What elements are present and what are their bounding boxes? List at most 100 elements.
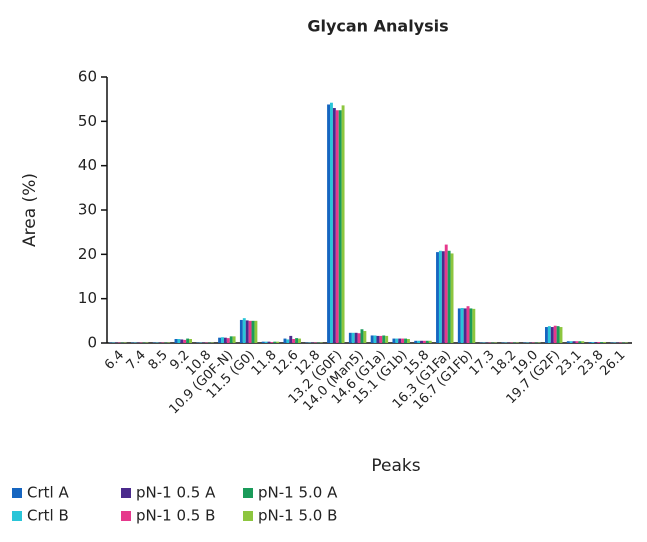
- bar: [385, 336, 388, 343]
- bar: [594, 342, 597, 343]
- x-tick-label: 6.4: [102, 348, 127, 373]
- bar: [379, 336, 382, 343]
- bar: [292, 339, 295, 343]
- bar: [472, 309, 475, 343]
- bar: [423, 341, 426, 343]
- bar: [407, 339, 410, 343]
- bar: [177, 339, 180, 343]
- bar: [439, 251, 442, 343]
- bar: [233, 336, 236, 343]
- bar: [221, 337, 224, 343]
- bar: [254, 321, 257, 343]
- bar: [286, 339, 289, 343]
- bar: [363, 331, 366, 343]
- bar: [467, 306, 470, 343]
- legend-swatch: [12, 511, 22, 521]
- bar: [451, 253, 454, 343]
- legend-label: Crtl A: [27, 484, 69, 502]
- bar: [392, 339, 395, 343]
- bar: [333, 108, 336, 343]
- bar: [592, 342, 595, 343]
- bar: [548, 326, 551, 343]
- bar: [268, 342, 271, 343]
- bar: [461, 308, 464, 343]
- bar: [578, 341, 581, 343]
- bar: [227, 338, 230, 343]
- bar: [355, 333, 358, 343]
- bar: [436, 252, 439, 343]
- bar: [265, 342, 268, 343]
- x-tick-label: 8.5: [146, 348, 171, 373]
- bar: [404, 339, 407, 343]
- bar: [554, 326, 557, 343]
- bar: [442, 251, 445, 343]
- legend-label: pN-1 5.0 B: [258, 507, 337, 525]
- bar: [458, 308, 461, 343]
- bar: [401, 339, 404, 343]
- bar: [180, 339, 183, 343]
- bar: [600, 342, 603, 343]
- bar: [175, 339, 178, 343]
- legend-swatch: [121, 488, 131, 498]
- y-tick-label: 50: [78, 112, 97, 130]
- bar: [557, 326, 560, 343]
- bar: [349, 333, 352, 343]
- chart-title: Glycan Analysis: [307, 17, 448, 36]
- bar: [589, 342, 592, 343]
- legend-swatch: [121, 511, 131, 521]
- x-tick-label: 7.4: [124, 348, 149, 373]
- y-axis-title: Area (%): [20, 173, 40, 247]
- bar: [573, 341, 576, 343]
- bar: [464, 308, 467, 343]
- bar: [339, 110, 342, 343]
- bar: [336, 110, 339, 343]
- bar: [576, 341, 579, 343]
- y-tick-label: 20: [78, 245, 97, 263]
- bar: [252, 321, 255, 343]
- bar: [448, 251, 451, 343]
- legend-label: pN-1 0.5 A: [136, 484, 216, 502]
- bar: [284, 339, 287, 343]
- legend-swatch: [12, 488, 22, 498]
- bar: [330, 103, 333, 343]
- bar: [183, 340, 186, 343]
- bar: [243, 318, 246, 343]
- bar: [445, 245, 448, 343]
- bar: [398, 339, 401, 343]
- bar: [189, 339, 192, 343]
- bar: [429, 341, 432, 343]
- bar: [560, 327, 563, 343]
- bar: [352, 333, 355, 343]
- bar: [567, 341, 570, 343]
- bar: [551, 327, 554, 343]
- bar: [230, 336, 233, 343]
- bar: [218, 338, 221, 343]
- bar: [376, 336, 379, 343]
- bar: [249, 321, 252, 343]
- bar: [395, 339, 398, 343]
- y-tick-label: 0: [87, 334, 97, 352]
- bar: [224, 338, 227, 343]
- bar: [570, 341, 573, 343]
- bar: [358, 333, 361, 343]
- y-tick-label: 60: [78, 68, 97, 86]
- x-axis-title: Peaks: [371, 456, 420, 476]
- legend-swatch: [243, 488, 253, 498]
- bar: [186, 339, 189, 343]
- bar: [240, 320, 243, 343]
- bar: [382, 335, 385, 343]
- bar: [545, 327, 548, 343]
- bar: [273, 342, 276, 343]
- bar: [581, 341, 584, 343]
- bar: [603, 342, 606, 343]
- legend-label: Crtl B: [27, 507, 69, 525]
- bar: [276, 342, 279, 343]
- bar: [414, 341, 417, 343]
- bar: [597, 342, 600, 343]
- legend-label: pN-1 5.0 A: [258, 484, 338, 502]
- bar: [270, 342, 273, 343]
- bar: [361, 329, 364, 343]
- y-tick-label: 30: [78, 201, 97, 219]
- bar: [298, 339, 301, 343]
